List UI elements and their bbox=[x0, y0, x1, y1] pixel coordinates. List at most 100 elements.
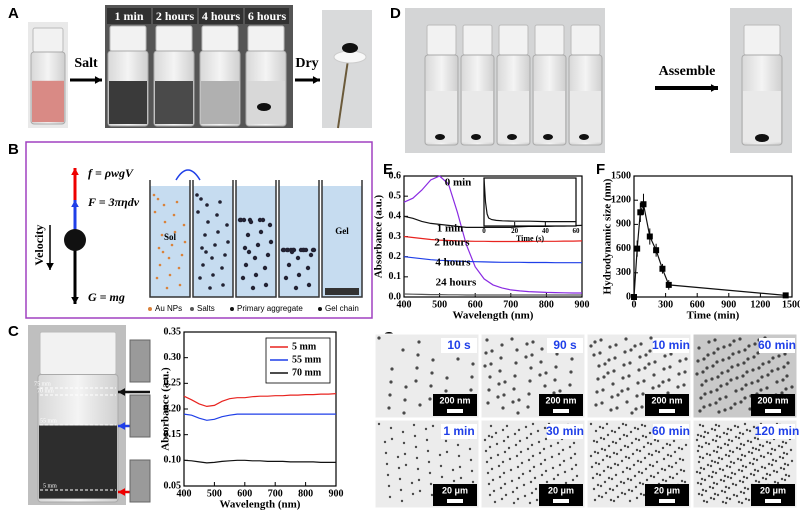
beaker-label: Sol bbox=[164, 232, 177, 242]
particle bbox=[637, 438, 641, 442]
particle bbox=[295, 255, 301, 261]
particle bbox=[387, 484, 391, 488]
particle bbox=[609, 498, 613, 502]
particle bbox=[759, 454, 763, 458]
particle bbox=[389, 426, 393, 430]
particle bbox=[703, 478, 707, 482]
vial-cap bbox=[109, 25, 147, 52]
particle bbox=[735, 376, 739, 380]
particle bbox=[718, 467, 722, 471]
particle bbox=[649, 442, 653, 446]
particle bbox=[618, 437, 622, 441]
time-box bbox=[547, 424, 583, 439]
particle bbox=[709, 496, 713, 500]
particle bbox=[662, 457, 666, 461]
particle bbox=[740, 453, 744, 457]
particle bbox=[647, 362, 651, 366]
vial-cap bbox=[32, 27, 64, 53]
particle bbox=[698, 423, 702, 427]
particle bbox=[633, 426, 637, 430]
particle bbox=[625, 400, 629, 404]
particle bbox=[456, 443, 460, 447]
particle bbox=[719, 446, 723, 450]
height-label: 75 mm bbox=[34, 381, 51, 387]
particle bbox=[763, 466, 767, 470]
particle bbox=[572, 441, 576, 445]
particle bbox=[529, 480, 533, 484]
particle bbox=[715, 450, 719, 454]
marker bbox=[631, 294, 637, 300]
particle bbox=[651, 464, 655, 468]
y-axis-label: Absorbance (a.u.) bbox=[160, 367, 172, 451]
particle bbox=[545, 480, 549, 484]
particle bbox=[752, 355, 756, 359]
particle bbox=[452, 479, 456, 483]
particle bbox=[712, 351, 716, 355]
particle bbox=[731, 450, 735, 454]
series-line bbox=[183, 459, 336, 464]
particle bbox=[429, 482, 433, 486]
x-tick-label: 900 bbox=[721, 299, 736, 310]
particle bbox=[508, 457, 512, 461]
particle bbox=[263, 282, 269, 288]
particle bbox=[492, 489, 496, 493]
particle bbox=[410, 481, 414, 485]
particle bbox=[697, 444, 701, 448]
particle bbox=[731, 352, 735, 356]
particle bbox=[700, 477, 704, 481]
time-label: 60 min bbox=[758, 338, 796, 352]
plot-frame bbox=[633, 175, 793, 298]
particle bbox=[700, 493, 704, 497]
particle bbox=[637, 470, 641, 474]
particle bbox=[711, 438, 715, 442]
particle bbox=[704, 441, 708, 445]
y-axis-label: Hydrodynamic size (nm) bbox=[602, 178, 614, 294]
particle bbox=[753, 436, 757, 440]
particle bbox=[644, 467, 648, 471]
particle bbox=[725, 432, 729, 436]
arrow-head bbox=[46, 262, 54, 270]
particle bbox=[668, 475, 672, 479]
particle bbox=[729, 406, 733, 410]
particle bbox=[722, 431, 726, 435]
particle bbox=[243, 262, 249, 268]
particle bbox=[573, 452, 577, 456]
particle bbox=[400, 499, 404, 503]
particle bbox=[695, 470, 699, 474]
particle bbox=[774, 459, 778, 463]
particle bbox=[628, 467, 632, 471]
particle bbox=[630, 489, 634, 493]
arrow-label: Dry bbox=[295, 56, 318, 71]
aggregate bbox=[579, 134, 589, 140]
particle bbox=[777, 354, 781, 358]
particle bbox=[744, 465, 748, 469]
time-box bbox=[653, 338, 689, 353]
y-tick-label: 0 bbox=[626, 291, 631, 302]
particle bbox=[544, 371, 548, 375]
particle bbox=[740, 469, 744, 473]
vial-liquid bbox=[32, 80, 64, 123]
particle bbox=[399, 488, 403, 492]
particle bbox=[701, 424, 705, 428]
particle bbox=[716, 461, 720, 465]
particle bbox=[671, 476, 675, 480]
particle bbox=[706, 463, 710, 467]
particle bbox=[539, 462, 543, 466]
particle bbox=[512, 501, 516, 505]
particle bbox=[514, 361, 518, 365]
particle bbox=[760, 375, 764, 379]
x-tick-label: 20 bbox=[511, 227, 519, 235]
scale-bar bbox=[765, 499, 781, 503]
scale-box bbox=[645, 484, 689, 506]
particle bbox=[544, 437, 548, 441]
series-label: 1 min bbox=[437, 223, 464, 235]
particle bbox=[384, 451, 388, 455]
particle bbox=[532, 465, 536, 469]
particle bbox=[596, 377, 600, 381]
particle bbox=[200, 246, 204, 250]
particle bbox=[644, 435, 648, 439]
gel-chain bbox=[325, 288, 359, 295]
particle bbox=[761, 362, 765, 366]
particle bbox=[633, 474, 637, 478]
particle bbox=[783, 352, 787, 356]
